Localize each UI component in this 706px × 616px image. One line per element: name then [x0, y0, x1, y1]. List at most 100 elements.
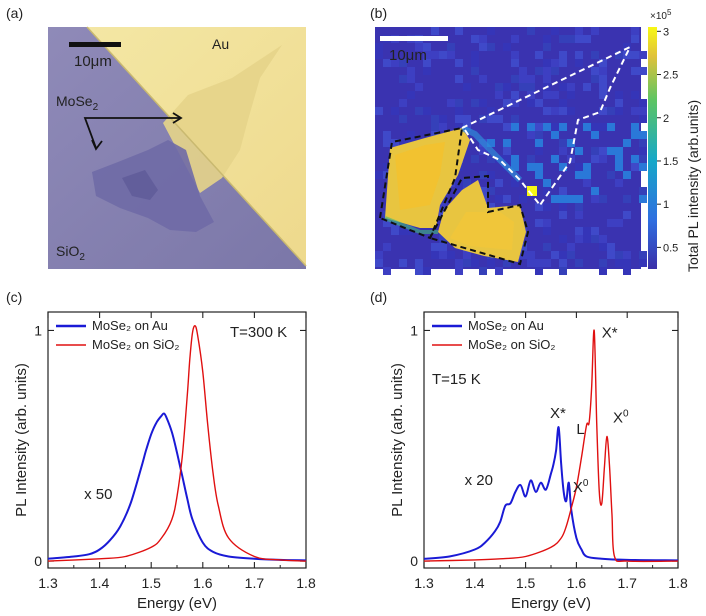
map-pixel — [471, 35, 479, 43]
series-line-sio2 — [47, 325, 307, 562]
map-pixel — [591, 147, 599, 155]
y-tick-label: 1 — [34, 322, 42, 338]
map-pixel — [591, 67, 599, 75]
panel-c: (c) 1.3 1.4 1.5 1.6 1.7 1.8 0 1 Energy (eV) PL In… — [6, 289, 316, 612]
map-pixel — [639, 51, 647, 59]
colorbar — [648, 27, 657, 269]
map-pixel — [575, 203, 583, 211]
scalebar-a-label: 10μm — [74, 53, 112, 70]
map-pixel — [535, 219, 543, 227]
map-pixel — [519, 195, 527, 203]
map-pixel — [463, 123, 471, 131]
series-line-au — [423, 426, 679, 562]
map-pixel — [487, 43, 495, 51]
map-pixel — [487, 259, 495, 267]
map-pixel — [407, 131, 415, 139]
map-pixel — [415, 83, 423, 91]
map-pixel — [423, 43, 431, 51]
map-pixel — [479, 75, 487, 83]
pl-hotspot — [527, 186, 537, 196]
map-pixel — [527, 99, 535, 107]
map-pixel — [479, 99, 487, 107]
map-pixel — [511, 123, 519, 131]
map-pixel — [615, 147, 623, 155]
flake-on-au — [163, 45, 282, 193]
map-pixel — [503, 123, 511, 131]
map-pixel — [567, 139, 575, 147]
map-pixel — [575, 59, 583, 67]
map-pixel — [559, 51, 567, 59]
map-pixel — [639, 155, 647, 163]
map-pixel — [599, 75, 607, 83]
map-pixel — [639, 195, 647, 203]
map-pixel — [639, 131, 647, 139]
dash-outline-1 — [378, 126, 464, 240]
map-pixel — [495, 195, 503, 203]
map-pixel — [479, 147, 487, 155]
map-pixel — [551, 59, 559, 67]
x-tick-label: 1.5 — [141, 575, 161, 591]
flake-step — [122, 170, 158, 200]
map-pixel — [631, 35, 639, 43]
pointer-arrows — [83, 112, 183, 151]
map-pixel — [615, 91, 623, 99]
colorbar-multiplier: ×105 — [650, 8, 672, 22]
scale-factor-label: x 50 — [84, 486, 112, 503]
x-tick-label: 1.4 — [465, 575, 485, 591]
y-axis-label: PL Intensity (arb. units) — [13, 363, 30, 517]
map-pixel — [455, 107, 463, 115]
map-pixel — [423, 51, 431, 59]
map-pixel — [615, 179, 623, 187]
map-pixel — [607, 171, 615, 179]
map-pixel — [639, 139, 647, 147]
map-pixel — [455, 187, 463, 195]
map-pixel — [631, 131, 639, 139]
map-pixel — [415, 43, 423, 51]
map-pixel — [447, 251, 455, 259]
scalebar-b — [380, 36, 448, 41]
map-pixel — [471, 59, 479, 67]
map-pixel — [591, 227, 599, 235]
map-pixel — [615, 163, 623, 171]
x-tick-label: 1.8 — [668, 575, 688, 591]
map-pixel — [623, 211, 631, 219]
panel-c-label: (c) — [6, 289, 22, 305]
map-pixel — [551, 195, 559, 203]
map-pixel — [439, 235, 447, 243]
map-pixel — [543, 91, 551, 99]
map-pixel — [431, 27, 439, 35]
map-pixel — [535, 147, 543, 155]
map-pixel — [375, 171, 383, 179]
map-pixel — [503, 43, 511, 51]
scalebar-b-label: 10μm — [389, 47, 427, 64]
map-pixel — [543, 227, 551, 235]
x-tick-label: 1.6 — [193, 575, 213, 591]
map-pixel — [487, 107, 495, 115]
map-pixel — [567, 243, 575, 251]
temperature-label: T=300 K — [230, 324, 287, 341]
map-pixel — [383, 267, 391, 275]
map-pixel — [639, 259, 647, 267]
map-pixel — [623, 43, 631, 51]
map-pixel — [439, 251, 447, 259]
map-pixel — [559, 163, 567, 171]
chart-c: 1.3 1.4 1.5 1.6 1.7 1.8 0 1 Energy (eV) PL Intens… — [13, 311, 316, 612]
map-pixel — [599, 123, 607, 131]
map-pixel — [511, 91, 519, 99]
panel-a-label: (a) — [6, 5, 23, 21]
map-pixel — [575, 171, 583, 179]
series-line-au — [47, 412, 307, 562]
map-pixel — [543, 35, 551, 43]
map-pixel — [383, 163, 391, 171]
map-pixel — [455, 27, 463, 35]
map-pixel — [559, 139, 567, 147]
map-pixel — [575, 211, 583, 219]
map-pixel — [559, 99, 567, 107]
map-pixel — [607, 243, 615, 251]
panel-d-label: (d) — [370, 289, 387, 305]
map-pixel — [391, 59, 399, 67]
map-pixel — [615, 107, 623, 115]
map-pixel — [599, 267, 607, 275]
map-pixel — [431, 131, 439, 139]
colorbar-title: Total PL intensity (arb.units) — [685, 100, 701, 272]
